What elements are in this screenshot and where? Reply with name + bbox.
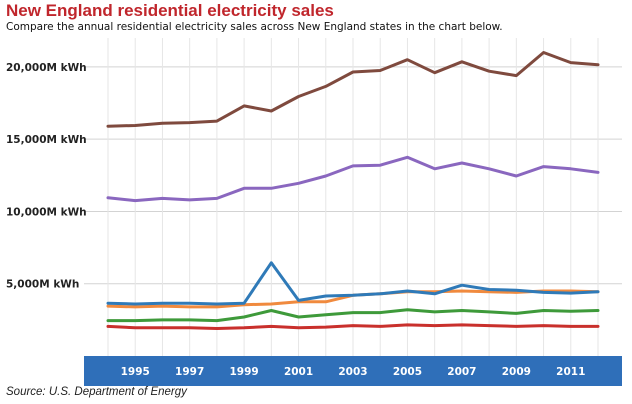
y-tick-label: 20,000M kWh — [6, 62, 87, 74]
series-layer — [106, 51, 600, 330]
x-tick-label: 1999 — [229, 366, 258, 378]
y-tick-label: 10,000M kWh — [6, 206, 87, 218]
source-note: Source: U.S. Department of Energy — [6, 386, 187, 398]
x-tick-label: 1995 — [121, 366, 150, 378]
x-axis-labels: 1995 1997 1999 2001 2003 2005 2007 2009 2011 — [121, 366, 586, 378]
x-tick-label: 2011 — [556, 366, 585, 378]
series-line-5 — [106, 308, 600, 323]
x-tick-label: 1997 — [175, 366, 204, 378]
y-tick-label: 5,000M kWh — [6, 279, 79, 291]
x-tick-label: 2009 — [502, 366, 531, 378]
series-line-6 — [106, 323, 600, 330]
y-tick-label: 15,000M kWh — [6, 134, 87, 146]
y-axis-labels: 5,000M kWh 10,000M kWh 15,000M kWh 20,000M … — [6, 62, 87, 291]
x-axis-band — [84, 356, 622, 386]
series-line-2 — [106, 155, 600, 203]
chart-container: 5,000M kWh 10,000M kWh 15,000M kWh 20,000M … — [0, 34, 632, 386]
x-tick-label: 2001 — [284, 366, 313, 378]
x-axis-band-layer — [84, 356, 622, 386]
x-tick-label: 2005 — [393, 366, 422, 378]
grid-layer — [84, 38, 622, 356]
line-chart: 5,000M kWh 10,000M kWh 15,000M kWh 20,000M … — [6, 38, 622, 386]
series-line-4 — [106, 261, 600, 306]
x-tick-label: 2003 — [338, 366, 367, 378]
page-title: New England residential electricity sale… — [6, 1, 334, 20]
page-subtitle: Compare the annual residential electrici… — [6, 21, 503, 33]
series-line-1 — [106, 51, 600, 128]
x-tick-label: 2007 — [447, 366, 476, 378]
